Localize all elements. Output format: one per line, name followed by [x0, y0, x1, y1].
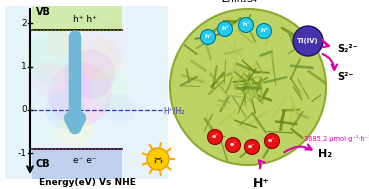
Text: S²⁻: S²⁻ — [337, 72, 354, 82]
Text: e⁻: e⁻ — [229, 143, 237, 147]
Circle shape — [217, 22, 232, 36]
Text: 2: 2 — [21, 19, 27, 28]
Circle shape — [104, 93, 136, 125]
Circle shape — [78, 37, 122, 81]
Circle shape — [170, 9, 326, 165]
Text: Energy(eV) Vs NHE: Energy(eV) Vs NHE — [39, 178, 135, 187]
Text: e⁻ e⁻: e⁻ e⁻ — [73, 156, 97, 165]
Circle shape — [24, 73, 56, 105]
Circle shape — [48, 62, 112, 126]
Text: CB: CB — [36, 159, 51, 169]
Bar — [32, 6, 122, 30]
Text: h⁺: h⁺ — [242, 22, 250, 28]
Text: ZnIn₂S₄: ZnIn₂S₄ — [222, 0, 258, 4]
Circle shape — [27, 31, 83, 87]
Text: 0: 0 — [21, 105, 27, 114]
Text: 1: 1 — [21, 62, 27, 71]
Text: h⁺: h⁺ — [260, 29, 268, 33]
Circle shape — [265, 133, 279, 149]
Text: h⁺: h⁺ — [204, 35, 212, 40]
Circle shape — [30, 119, 60, 149]
Circle shape — [32, 61, 68, 97]
Text: e⁻: e⁻ — [211, 135, 219, 139]
Circle shape — [67, 16, 103, 52]
Text: H₂: H₂ — [318, 149, 332, 159]
Text: Ti(IV): Ti(IV) — [297, 38, 319, 44]
Circle shape — [293, 26, 323, 56]
Circle shape — [45, 89, 85, 129]
Circle shape — [238, 18, 254, 33]
Circle shape — [57, 111, 93, 147]
Text: 3685.2 μmol·g⁻¹·h⁻¹: 3685.2 μmol·g⁻¹·h⁻¹ — [304, 136, 369, 143]
Text: H⁺/H₂: H⁺/H₂ — [163, 106, 184, 115]
Circle shape — [256, 23, 272, 39]
Circle shape — [147, 148, 169, 170]
Text: e⁻: e⁻ — [268, 139, 276, 143]
Circle shape — [65, 49, 115, 99]
Circle shape — [245, 139, 259, 154]
Circle shape — [46, 30, 74, 58]
Bar — [5, 6, 168, 179]
Bar — [32, 149, 122, 179]
Circle shape — [207, 129, 223, 145]
Text: H⁺: H⁺ — [252, 177, 269, 189]
Circle shape — [225, 138, 241, 153]
Circle shape — [200, 29, 215, 44]
Circle shape — [81, 20, 129, 68]
Text: h⁺: h⁺ — [221, 26, 229, 32]
Text: VB: VB — [36, 7, 51, 17]
Text: S₂²⁻: S₂²⁻ — [337, 44, 358, 54]
Text: -1: -1 — [18, 149, 27, 158]
Circle shape — [90, 69, 130, 109]
Text: e⁻: e⁻ — [248, 145, 256, 149]
Text: h⁺ h⁺: h⁺ h⁺ — [73, 15, 97, 24]
